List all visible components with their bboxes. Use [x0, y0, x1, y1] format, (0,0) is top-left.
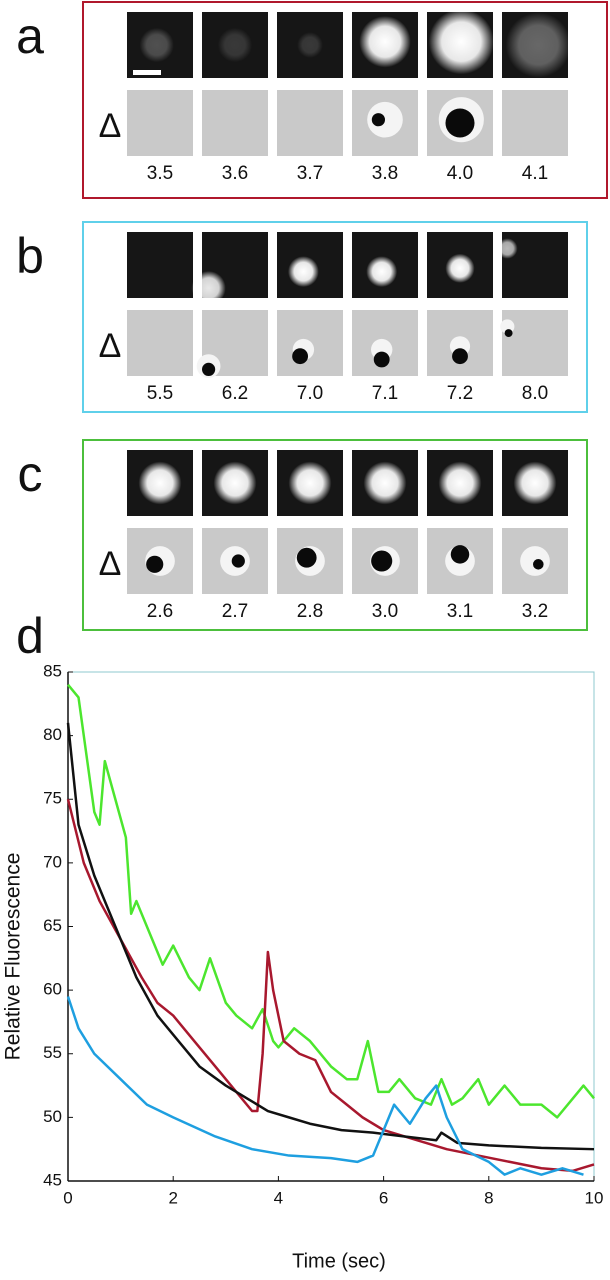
difference-dark	[296, 547, 317, 568]
delta-symbol: Δ	[99, 107, 122, 145]
delta-symbol: Δ	[99, 545, 122, 583]
image-spot	[496, 238, 518, 259]
difference-tile	[127, 90, 193, 156]
time-label: 2.7	[222, 601, 248, 622]
difference-dark	[292, 348, 309, 365]
y-tick-label: 80	[43, 725, 62, 744]
difference-dark	[373, 351, 390, 368]
difference-dark	[445, 108, 475, 138]
image-spot	[438, 461, 482, 505]
time-label: 2.6	[147, 601, 173, 622]
difference-dark	[450, 545, 470, 564]
data-line	[66, 798, 595, 1173]
y-tick-label: 65	[43, 916, 62, 935]
panel-frame	[82, 1, 608, 199]
data-line	[67, 683, 595, 1119]
difference-bright	[367, 101, 403, 138]
x-tick-label: 8	[484, 1188, 493, 1207]
time-label: 2.8	[297, 601, 323, 622]
time-label: 4.0	[447, 163, 473, 184]
image-spot	[366, 256, 398, 288]
y-tick-label: 85	[43, 661, 62, 680]
image-spot	[428, 9, 494, 75]
image-spot	[359, 15, 411, 68]
time-label: 4.1	[522, 163, 548, 184]
difference-tile	[202, 90, 268, 156]
image-tile	[127, 232, 193, 298]
image-spot	[191, 270, 226, 306]
x-tick-label: 0	[63, 1188, 72, 1207]
time-label: 3.0	[372, 601, 398, 622]
image-spot	[139, 27, 174, 63]
image-spot	[445, 253, 475, 283]
y-tick-label: 55	[43, 1043, 62, 1062]
y-tick-label: 75	[43, 789, 62, 808]
panel-label: d	[16, 608, 44, 664]
y-tick-label: 50	[43, 1107, 62, 1126]
time-label: 3.7	[297, 163, 323, 184]
image-spot	[505, 12, 571, 78]
difference-dark	[504, 329, 513, 338]
image-spot	[288, 461, 332, 505]
y-tick-label: 70	[43, 852, 62, 871]
time-label: 7.0	[297, 383, 323, 404]
y-tick-label: 45	[43, 1170, 62, 1189]
panel-frame	[82, 439, 588, 631]
time-label: 3.2	[522, 601, 548, 622]
difference-tile	[127, 310, 193, 376]
difference-dark	[452, 348, 468, 365]
panel-label: b	[16, 228, 44, 284]
time-label: 3.6	[222, 163, 248, 184]
time-label: 7.1	[372, 383, 398, 404]
difference-dark	[371, 113, 385, 127]
image-spot	[513, 461, 557, 505]
time-label: 8.0	[522, 383, 548, 404]
x-axis-label: Time (sec)	[292, 1250, 386, 1272]
difference-tile	[502, 90, 568, 156]
delta-symbol: Δ	[99, 327, 122, 365]
x-tick-label: 6	[379, 1188, 388, 1207]
difference-dark	[533, 559, 544, 570]
time-label: 3.1	[447, 601, 473, 622]
image-spot	[138, 461, 182, 505]
image-spot	[287, 256, 319, 288]
x-tick-label: 4	[274, 1188, 283, 1207]
scale-bar	[133, 70, 161, 75]
data-line	[66, 996, 584, 1176]
image-spot	[217, 27, 253, 63]
difference-dark	[146, 555, 164, 573]
difference-tile	[277, 90, 343, 156]
x-tick-label: 10	[585, 1188, 604, 1207]
time-label: 6.2	[222, 383, 248, 404]
difference-dark	[202, 362, 216, 376]
difference-tile	[502, 310, 568, 376]
image-spot	[213, 461, 257, 505]
x-tick-label: 2	[168, 1188, 177, 1207]
y-axis-label: Relative Fluorescence	[2, 853, 25, 1061]
time-label: 5.5	[147, 383, 173, 404]
panel-label: c	[18, 446, 43, 502]
panel-frame	[82, 221, 588, 413]
y-tick-label: 60	[43, 980, 62, 999]
difference-dark	[371, 550, 393, 572]
image-spot	[297, 32, 323, 58]
time-label: 7.2	[447, 383, 473, 404]
image-spot	[363, 461, 407, 505]
time-label: 3.5	[147, 163, 173, 184]
panel-label: a	[16, 8, 44, 64]
difference-dark	[231, 554, 245, 568]
time-label: 3.8	[372, 163, 398, 184]
data-line	[66, 722, 595, 1151]
